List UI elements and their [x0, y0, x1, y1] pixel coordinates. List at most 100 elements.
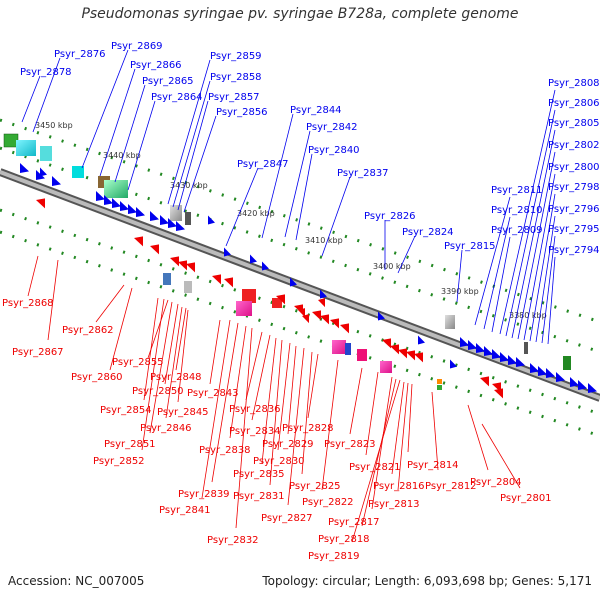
gene-label[interactable]: Psyr_2800 — [548, 162, 600, 173]
forward-gene-arrow — [224, 247, 231, 257]
forward-gene-arrow — [378, 311, 385, 321]
gene-label[interactable]: Psyr_2832 — [207, 535, 259, 546]
gene-label[interactable]: Psyr_2795 — [548, 224, 600, 235]
reverse-gene-arrow — [36, 198, 45, 209]
gene-label[interactable]: Psyr_2852 — [93, 456, 145, 467]
tick-label: 3450 kbp — [35, 121, 73, 130]
gene-label[interactable]: Psyr_2824 — [402, 227, 454, 238]
gene-label[interactable]: Psyr_2817 — [328, 517, 380, 528]
gene-label[interactable]: Psyr_2815 — [444, 241, 496, 252]
gene-label[interactable]: Psyr_2868 — [2, 298, 54, 309]
gene-label[interactable]: Psyr_2860 — [71, 372, 123, 383]
gene-label[interactable]: Psyr_2864 — [151, 92, 203, 103]
gene-label[interactable]: Psyr_2816 — [373, 481, 425, 492]
gene-label[interactable]: Psyr_2814 — [407, 460, 459, 471]
gene-label[interactable]: Psyr_2866 — [130, 60, 182, 71]
gene-label[interactable]: Psyr_2846 — [140, 423, 192, 434]
gene-label[interactable]: Psyr_2878 — [20, 67, 72, 78]
gene-label[interactable]: Psyr_2829 — [262, 439, 314, 450]
gene-label[interactable]: Psyr_2819 — [308, 551, 360, 562]
gene-label[interactable]: Psyr_2808 — [548, 78, 600, 89]
gene-label[interactable]: Psyr_2825 — [289, 481, 341, 492]
map-title: Pseudomonas syringae pv. syringae B728a,… — [81, 6, 519, 22]
gene-label[interactable]: Psyr_2835 — [233, 469, 285, 480]
reverse-gene-arrow — [212, 274, 221, 285]
gene-label[interactable]: Psyr_2865 — [142, 76, 194, 87]
gene-label[interactable]: Psyr_2855 — [112, 357, 164, 368]
gene-label[interactable]: Psyr_2806 — [548, 98, 600, 109]
gene-label[interactable]: Psyr_2847 — [237, 159, 289, 170]
gene-label[interactable]: Psyr_2823 — [324, 439, 376, 450]
gene-label[interactable]: Psyr_2813 — [368, 499, 420, 510]
gene-label[interactable]: Psyr_2858 — [210, 72, 262, 83]
gene-label[interactable]: Psyr_2827 — [261, 513, 313, 524]
gene-label[interactable]: Psyr_2830 — [253, 456, 305, 467]
gene-label[interactable]: Psyr_2805 — [548, 118, 600, 129]
feature-box — [524, 342, 528, 354]
forward-gene-arrow — [40, 167, 47, 177]
forward-gene-arrow — [516, 357, 525, 367]
gene-label[interactable]: Psyr_2859 — [210, 51, 262, 62]
gene-label[interactable]: Psyr_2848 — [150, 372, 202, 383]
feature-box — [437, 379, 442, 384]
gene-label[interactable]: Psyr_2837 — [337, 168, 389, 179]
gene-label[interactable]: Psyr_2802 — [548, 140, 600, 151]
gene-label[interactable]: Psyr_2821 — [349, 462, 401, 473]
gene-label[interactable]: Psyr_2826 — [364, 211, 416, 222]
gene-label[interactable]: Psyr_2842 — [306, 122, 358, 133]
forward-gene-arrow — [208, 215, 215, 225]
gene-label[interactable]: Psyr_2796 — [548, 204, 600, 215]
forward-gene-arrow — [136, 207, 145, 217]
forward-gene-arrow — [168, 218, 177, 228]
gene-label[interactable]: Psyr_2857 — [208, 92, 260, 103]
gene-label[interactable]: Psyr_2844 — [290, 105, 342, 116]
gene-label[interactable]: Psyr_2836 — [229, 404, 281, 415]
gene-label[interactable]: Psyr_2794 — [548, 245, 600, 256]
gene-label[interactable]: Psyr_2818 — [318, 534, 370, 545]
feature-box — [184, 281, 192, 293]
gene-label[interactable]: Psyr_2862 — [62, 325, 114, 336]
gene-label[interactable]: Psyr_2828 — [282, 423, 334, 434]
gene-label[interactable]: Psyr_2812 — [425, 481, 477, 492]
gene-label[interactable]: Psyr_2839 — [178, 489, 230, 500]
gene-label[interactable]: Psyr_2822 — [302, 497, 354, 508]
gene-label[interactable]: Psyr_2867 — [12, 347, 64, 358]
gene-label[interactable]: Psyr_2856 — [216, 107, 268, 118]
gene-label[interactable]: Psyr_2838 — [199, 445, 251, 456]
gene-label[interactable]: Psyr_2845 — [157, 407, 209, 418]
gene-label[interactable]: Psyr_2798 — [548, 182, 600, 193]
reverse-gene-arrow — [276, 294, 285, 305]
forward-gene-arrow — [160, 215, 169, 225]
gene-label[interactable]: Psyr_2804 — [470, 477, 522, 488]
gene-label[interactable]: Psyr_2834 — [229, 426, 281, 437]
forward-gene-arrow — [484, 346, 493, 356]
feature-box — [357, 349, 367, 361]
reverse-gene-arrow — [320, 314, 329, 325]
reverse-gene-arrow — [186, 262, 195, 273]
reverse-gene-arrow — [318, 298, 325, 308]
gene-label[interactable]: Psyr_2851 — [104, 439, 156, 450]
reverse-gene-arrow — [494, 388, 503, 399]
gene-label[interactable]: Psyr_2850 — [132, 386, 184, 397]
gene-label[interactable]: Psyr_2840 — [308, 145, 360, 156]
gene-label[interactable]: Psyr_2841 — [159, 505, 211, 516]
gene-label[interactable]: Psyr_2854 — [100, 405, 152, 416]
gene-label[interactable]: Psyr_2810 — [491, 205, 543, 216]
gene-label[interactable]: Psyr_2843 — [187, 388, 239, 399]
gene-label[interactable]: Psyr_2809 — [491, 225, 543, 236]
tick-label: 3420 kbp — [237, 209, 275, 218]
gene-label[interactable]: Psyr_2876 — [54, 49, 106, 60]
forward-gene-arrow — [290, 277, 297, 287]
reverse-gene-arrow — [302, 314, 309, 324]
feature-box — [236, 301, 252, 316]
feature-box — [437, 385, 442, 390]
forward-gene-arrow — [492, 349, 501, 359]
gene-label[interactable]: Psyr_2811 — [491, 185, 543, 196]
feature-box — [332, 340, 346, 354]
gene-label[interactable]: Psyr_2869 — [111, 41, 163, 52]
forward-gene-arrow — [460, 337, 469, 347]
feature-box — [16, 140, 36, 156]
gene-label[interactable]: Psyr_2831 — [233, 491, 285, 502]
gene-label[interactable]: Psyr_2801 — [500, 493, 552, 504]
top-gene-labels: Psyr_2878 Psyr_2876 Psyr_2869 Psyr_2866 … — [20, 41, 600, 345]
